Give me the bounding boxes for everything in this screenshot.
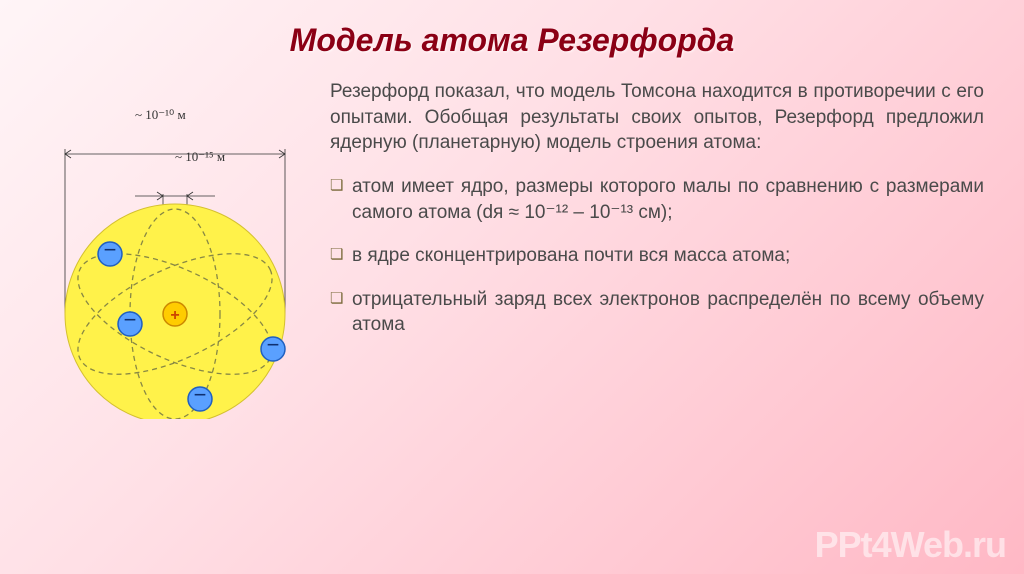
bullet-item: ❏ отрицательный заряд всех электронов ра… bbox=[330, 287, 984, 338]
svg-text:−: − bbox=[194, 382, 207, 407]
bullet-marker-icon: ❏ bbox=[330, 287, 352, 338]
bullet-marker-icon: ❏ bbox=[330, 174, 352, 225]
bullet-item: ❏ в ядре сконцентрирована почти вся масс… bbox=[330, 243, 984, 269]
svg-text:−: − bbox=[124, 307, 137, 332]
page-title: Модель атома Резерфорда bbox=[0, 0, 1024, 59]
intro-paragraph: Резерфорд показал, что модель Томсона на… bbox=[330, 79, 984, 156]
atom-svg: + − − − − bbox=[40, 119, 310, 419]
bullet-marker-icon: ❏ bbox=[330, 243, 352, 269]
text-block: Резерфорд показал, что модель Томсона на… bbox=[330, 79, 984, 419]
svg-text:+: + bbox=[170, 307, 179, 324]
content-area: ~ 10⁻¹⁰ м ~ 10⁻¹⁵ м bbox=[0, 59, 1024, 419]
watermark: PPt4Web.ru bbox=[815, 524, 1006, 566]
svg-text:−: − bbox=[104, 237, 117, 262]
bullet-text: в ядре сконцентрирована почти вся масса … bbox=[352, 243, 984, 269]
svg-text:−: − bbox=[267, 332, 280, 357]
bullet-text: атом имеет ядро, размеры которого малы п… bbox=[352, 174, 984, 225]
bullet-item: ❏ атом имеет ядро, размеры которого малы… bbox=[330, 174, 984, 225]
bullet-text: отрицательный заряд всех электронов расп… bbox=[352, 287, 984, 338]
atom-diagram: ~ 10⁻¹⁰ м ~ 10⁻¹⁵ м bbox=[40, 79, 310, 419]
